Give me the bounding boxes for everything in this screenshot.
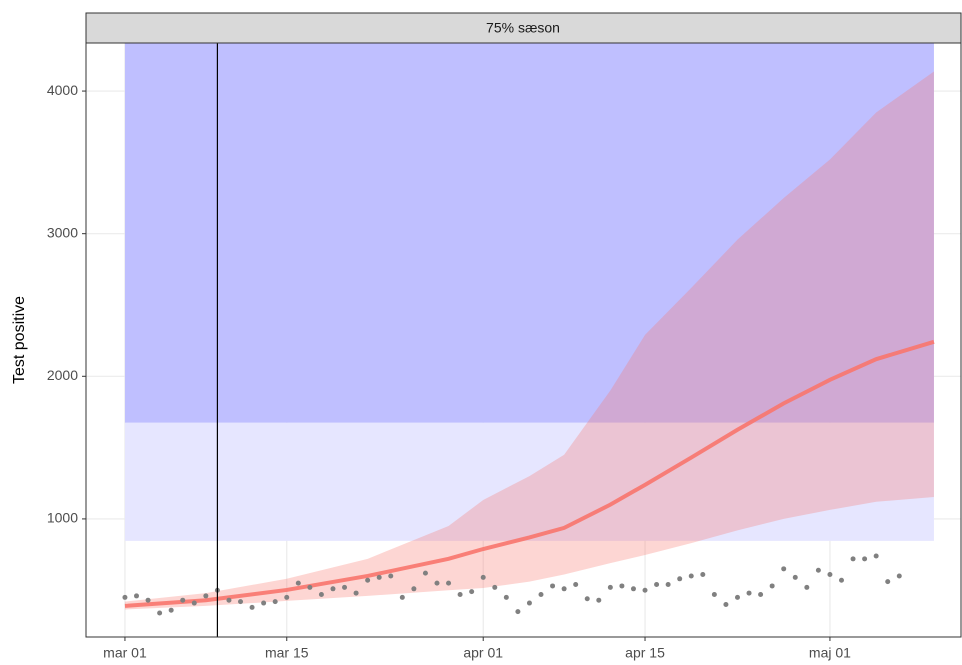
x-tick-label: mar 15 — [265, 645, 309, 661]
observed-point — [792, 574, 798, 580]
observed-point — [746, 590, 752, 596]
observed-point — [365, 577, 371, 583]
observed-point — [226, 597, 232, 603]
y-tick-label: 3000 — [47, 224, 78, 240]
observed-point — [804, 584, 810, 590]
observed-point — [885, 579, 891, 585]
observed-point — [711, 592, 717, 598]
observed-point — [411, 586, 417, 592]
observed-point — [781, 566, 787, 572]
observed-point — [734, 594, 740, 600]
observed-point — [584, 596, 590, 602]
observed-point — [469, 589, 475, 595]
observed-point — [827, 572, 833, 578]
observed-point — [573, 582, 579, 588]
observed-point — [191, 600, 197, 606]
observed-point — [180, 597, 186, 603]
x-tick-label: maj 01 — [809, 645, 851, 661]
observed-point — [642, 587, 648, 593]
observed-point — [388, 573, 394, 579]
observed-point — [122, 594, 128, 600]
observed-point — [399, 594, 405, 600]
y-tick-label: 2000 — [47, 367, 78, 383]
strip-label: 75% sæson — [486, 20, 560, 36]
observed-point — [677, 576, 683, 582]
observed-point — [434, 580, 440, 586]
observed-point — [145, 597, 151, 603]
observed-point — [758, 592, 764, 598]
observed-point — [526, 600, 532, 606]
observed-point — [700, 572, 706, 578]
band — [124, 43, 934, 423]
x-tick-label: mar 01 — [103, 645, 147, 661]
observed-point — [307, 584, 313, 590]
x-tick-label: apr 15 — [625, 645, 665, 661]
observed-point — [249, 604, 255, 610]
observed-point — [353, 590, 359, 596]
observed-point — [446, 580, 452, 586]
observed-point — [457, 592, 463, 598]
observed-point — [284, 594, 290, 600]
observed-point — [272, 599, 278, 605]
observed-point — [295, 580, 301, 586]
observed-point — [815, 567, 821, 573]
band — [124, 422, 934, 541]
observed-point — [203, 593, 209, 599]
forecast-line — [124, 339, 935, 608]
observed-point — [630, 586, 636, 592]
observed-point — [515, 609, 521, 615]
observed-point — [238, 599, 244, 605]
observed-point — [422, 570, 428, 576]
observed-point — [769, 583, 775, 589]
observed-point — [896, 573, 902, 579]
observed-point — [157, 610, 163, 616]
y-tick-label: 1000 — [47, 510, 78, 526]
observed-point — [503, 594, 509, 600]
observed-point — [665, 582, 671, 588]
observed-point — [850, 556, 856, 562]
observed-point — [376, 574, 382, 580]
observed-point — [688, 573, 694, 579]
observed-point — [318, 592, 324, 598]
observed-point — [607, 584, 613, 590]
panel-border — [85, 42, 962, 638]
ribbon — [124, 71, 934, 610]
observed-point — [550, 583, 556, 589]
observed-point — [538, 592, 544, 598]
observed-point — [561, 586, 567, 592]
observed-point — [342, 584, 348, 590]
observed-point — [838, 577, 844, 583]
observed-point — [134, 593, 140, 599]
y-tick-label: 4000 — [47, 82, 78, 98]
observed-point — [480, 574, 486, 580]
observed-point — [873, 553, 879, 559]
observed-point — [654, 582, 660, 588]
observed-point — [619, 583, 625, 589]
observed-point — [330, 586, 336, 592]
observed-point — [723, 601, 729, 607]
x-tick-label: apr 01 — [463, 645, 503, 661]
observed-point — [596, 597, 602, 603]
observed-point — [261, 600, 267, 606]
y-axis-label: Test positive — [11, 296, 28, 384]
observed-point — [168, 607, 174, 613]
strip — [85, 12, 962, 44]
observed-point — [492, 584, 498, 590]
observed-point — [862, 556, 868, 562]
